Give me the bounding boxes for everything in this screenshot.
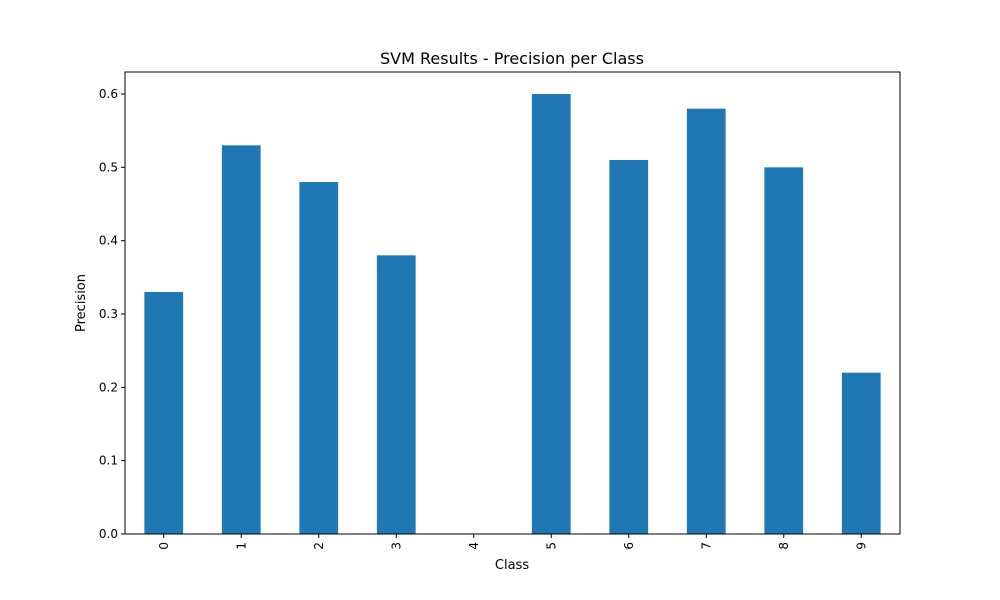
x-tick-label: 0 <box>157 542 171 550</box>
x-tick-label: 5 <box>544 542 558 550</box>
y-tick-label: 0.1 <box>99 454 118 468</box>
y-tick-label: 0.2 <box>99 380 118 394</box>
chart-title: SVM Results - Precision per Class <box>380 49 644 68</box>
bar-class-7 <box>686 108 726 535</box>
y-tick-label: 0.6 <box>99 87 118 101</box>
x-tick-label: 6 <box>622 542 636 550</box>
x-axis: 0 1 2 3 4 5 6 7 8 9 <box>157 534 868 550</box>
bar-class-2 <box>299 182 339 534</box>
bar-class-3 <box>376 255 416 534</box>
bar-class-9 <box>841 372 881 534</box>
plot-frame <box>124 71 901 535</box>
x-tick-label: 4 <box>467 542 481 550</box>
bars-layer <box>144 94 881 535</box>
x-tick-label: 1 <box>234 542 248 550</box>
x-axis-label: Class <box>495 558 529 573</box>
y-axis: 0.0 0.1 0.2 0.3 0.4 0.5 0.6 <box>99 87 125 541</box>
y-tick-label: 0.0 <box>99 527 118 541</box>
bar-class-8 <box>764 167 804 534</box>
x-tick-label: 9 <box>854 542 868 550</box>
x-tick-label: 7 <box>699 542 713 550</box>
x-tick-label: 2 <box>312 542 326 550</box>
bar-class-1 <box>221 145 261 534</box>
bar-class-0 <box>144 292 184 534</box>
bar-class-6 <box>609 160 649 534</box>
x-tick-label: 3 <box>389 542 403 550</box>
y-axis-label: Precision <box>74 274 89 332</box>
bar-class-5 <box>531 94 571 534</box>
y-tick-label: 0.5 <box>99 160 118 174</box>
y-tick-label: 0.4 <box>99 234 118 248</box>
x-tick-label: 8 <box>777 542 791 550</box>
y-tick-label: 0.3 <box>99 307 118 321</box>
